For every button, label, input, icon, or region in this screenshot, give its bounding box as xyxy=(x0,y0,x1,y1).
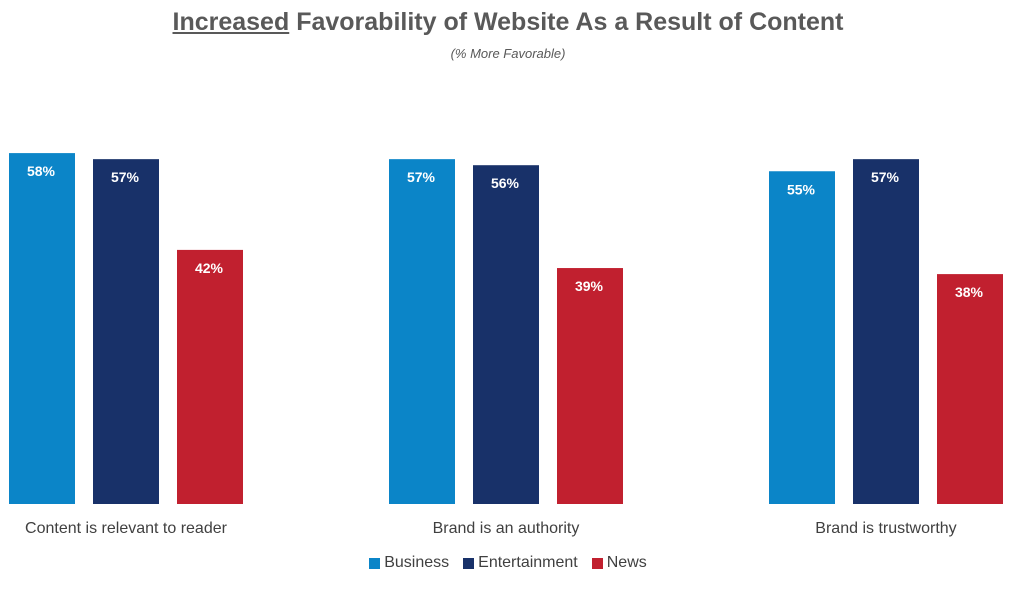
legend-label-entertainment: Entertainment xyxy=(478,554,578,571)
data-label-business-2: 57% xyxy=(407,169,436,185)
bar-news-2 xyxy=(557,268,623,504)
data-label-business-3: 55% xyxy=(787,181,816,197)
legend-item-business: Business xyxy=(369,554,449,572)
legend-swatch-news xyxy=(591,557,603,569)
legend-label-business: Business xyxy=(384,554,450,571)
legend-item-entertainment: Entertainment xyxy=(463,554,578,572)
data-label-news-2: 39% xyxy=(575,278,604,294)
data-label-entertainment-3: 57% xyxy=(871,169,900,185)
bar-entertainment-1 xyxy=(93,159,159,504)
legend-swatch-entertainment xyxy=(463,557,475,569)
legend-swatch-business xyxy=(369,557,381,569)
legend-label-news: News xyxy=(606,554,647,571)
data-label-news-1: 42% xyxy=(195,260,224,276)
data-label-entertainment-2: 56% xyxy=(491,175,520,191)
data-label-business-1: 58% xyxy=(27,163,56,179)
chart-title-rest: Favorability of Website As a Result of C… xyxy=(289,8,844,36)
chart-title: Increased Favorability of Website As a R… xyxy=(0,8,1016,37)
chart-subtitle: (% More Favorable) xyxy=(450,46,566,61)
category-label-3: Brand is trustworthy xyxy=(815,520,956,537)
bar-business-3 xyxy=(769,171,835,504)
bar-business-1 xyxy=(9,153,75,504)
bar-news-1 xyxy=(177,249,243,504)
bar-entertainment-3 xyxy=(853,159,919,504)
category-label-1: Content is relevant to reader xyxy=(25,520,228,537)
bar-business-2 xyxy=(389,159,455,504)
category-label-2: Brand is an authority xyxy=(433,520,580,537)
chart-legend: Business Entertainment News xyxy=(0,554,1016,572)
chart-title-underlined: Increased xyxy=(172,8,290,36)
legend-item-news: News xyxy=(591,554,647,572)
data-label-news-3: 38% xyxy=(955,284,984,300)
bar-news-3 xyxy=(937,274,1003,504)
data-label-entertainment-1: 57% xyxy=(111,169,140,185)
bar-entertainment-2 xyxy=(473,165,539,504)
